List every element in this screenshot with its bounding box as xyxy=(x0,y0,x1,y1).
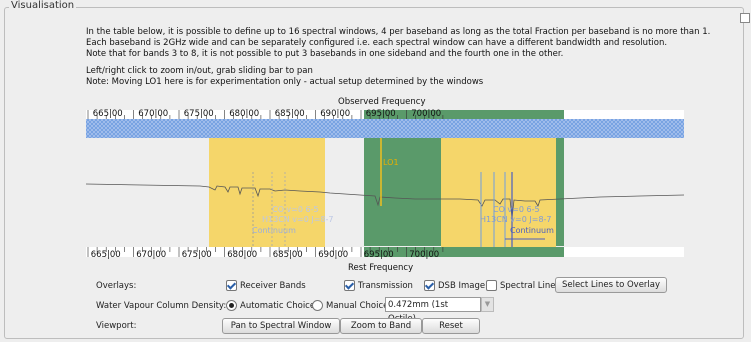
visualisation-panel xyxy=(4,7,744,339)
panel-corner-checkbox[interactable] xyxy=(740,13,750,23)
chevron-down-icon[interactable]: ▼ xyxy=(481,297,494,312)
bottom-tick-label: 670|00 xyxy=(136,250,166,260)
bottom-tick-label: 665|00 xyxy=(91,250,121,260)
line-label-co-lsb: CO v=0 6-5 xyxy=(272,205,319,214)
viewport-label: Viewport: xyxy=(96,321,137,331)
transmission-toggle[interactable]: Transmission xyxy=(344,280,413,291)
receiver-band-bottom xyxy=(364,247,564,257)
description-line-3: Note that for bands 3 to 8, it is not po… xyxy=(86,49,564,59)
atmospheric-transmission-curve xyxy=(85,183,685,219)
top-tick-label: 700|00 xyxy=(411,109,441,119)
description-line-2: Each baseband is 2GHz wide and can be se… xyxy=(86,38,668,48)
top-tick-label: 665|00 xyxy=(93,109,123,119)
spectral-lines-toggle[interactable]: Spectral Lines xyxy=(486,280,560,291)
manual-choice-label: Manual Choice xyxy=(326,300,389,311)
description-line-4: Left/right click to zoom in/out, grab sl… xyxy=(86,66,313,76)
top-tick-label: 690|00 xyxy=(320,109,350,119)
bottom-tick-label: 675|00 xyxy=(182,250,212,260)
bottom-axis-tick-labels: 665|00 670|00 675|00 680|00 685|00 690|00 695|… xyxy=(91,250,439,260)
description-line-1: In the table below, it is possible to de… xyxy=(86,27,711,37)
water-value-select[interactable]: 0.472mm (1st Octile) xyxy=(385,297,481,324)
line-label-co-usb: CO v=0 6-5 xyxy=(493,205,540,214)
transmission-label: Transmission xyxy=(358,280,413,291)
receiver-bands-label: Receiver Bands xyxy=(240,280,306,291)
line-label-continuum-usb: Continuum xyxy=(510,226,554,235)
lo1-label: LO1 xyxy=(383,158,399,167)
select-lines-button[interactable]: Select Lines to Overlay xyxy=(555,277,667,293)
reset-button[interactable]: Reset xyxy=(422,318,480,334)
transmission-band xyxy=(86,119,684,138)
top-tick-label: 685|00 xyxy=(275,109,305,119)
top-axis-ticks xyxy=(87,110,444,119)
overlays-label: Overlays: xyxy=(96,281,137,291)
bottom-axis-label: Rest Frequency xyxy=(348,263,413,273)
bottom-tick-label: 685|00 xyxy=(273,250,303,260)
zoom-to-band-button[interactable]: Zoom to Band xyxy=(340,318,422,334)
line-label-h13cn-usb: H13CN v=0 J=8-7 xyxy=(480,215,552,224)
top-axis-tick-labels: 665|00 670|00 675|00 680|00 685|00 690|00 695|… xyxy=(93,109,441,119)
dsb-image-toggle[interactable]: DSB Image xyxy=(424,280,485,291)
automatic-choice-option[interactable]: Automatic Choice xyxy=(226,300,315,311)
spectral-lines-checkbox[interactable] xyxy=(486,280,497,291)
pan-to-spectral-window-button[interactable]: Pan to Spectral Window xyxy=(222,318,340,334)
dsb-image-checkbox[interactable] xyxy=(424,280,435,291)
top-tick-label: 680|00 xyxy=(229,109,259,119)
line-label-h13cn-lsb: H13CN v=0 J=8-7 xyxy=(262,215,334,224)
spectral-lines-label: Spectral Lines xyxy=(500,280,560,291)
automatic-choice-radio[interactable] xyxy=(226,300,237,311)
bottom-tick-label: 690|00 xyxy=(318,250,348,260)
sideband-upper xyxy=(441,119,556,247)
sideband-lower xyxy=(209,119,325,247)
bottom-tick-label: 695|00 xyxy=(364,250,394,260)
receiver-bands-checkbox[interactable] xyxy=(226,280,237,291)
panel-title: Visualisation xyxy=(9,0,77,12)
dsb-image-label: DSB Image xyxy=(438,280,486,291)
top-tick-label: 670|00 xyxy=(138,109,168,119)
automatic-choice-label: Automatic Choice xyxy=(240,300,316,311)
bottom-axis-ticks xyxy=(87,247,444,257)
bottom-tick-label: 700|00 xyxy=(409,250,439,260)
manual-choice-option[interactable]: Manual Choice xyxy=(312,300,388,311)
transmission-checkbox[interactable] xyxy=(344,280,355,291)
bottom-tick-label: 680|00 xyxy=(227,250,257,260)
description-line-5: Note: Moving LO1 here is for experimenta… xyxy=(86,77,484,87)
manual-choice-radio[interactable] xyxy=(312,300,323,311)
line-label-continuum-lsb: Continuum xyxy=(252,226,296,235)
water-vapour-label: Water Vapour Column Density: xyxy=(96,301,227,311)
receiver-bands-toggle[interactable]: Receiver Bands xyxy=(226,280,306,291)
top-tick-label: 675|00 xyxy=(184,109,214,119)
top-tick-label: 695|00 xyxy=(366,109,396,119)
top-axis-label: Observed Frequency xyxy=(338,97,426,107)
